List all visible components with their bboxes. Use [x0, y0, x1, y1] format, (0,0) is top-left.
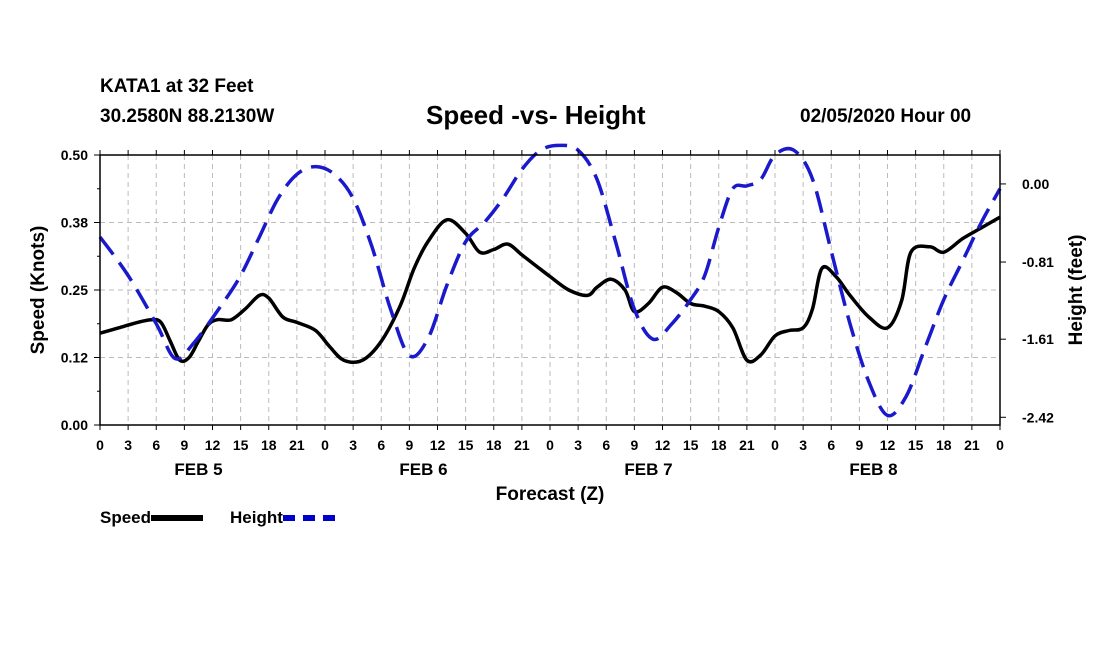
chart-title: Speed -vs- Height [426, 100, 646, 130]
day-label: FEB 6 [399, 460, 447, 479]
x-tick-label: 0 [771, 437, 779, 453]
station-coordinates: 30.2580N 88.2130W [100, 106, 275, 127]
series-lines [98, 143, 1002, 418]
x-tick-label: 21 [289, 437, 305, 453]
x-tick-label: 3 [574, 437, 582, 453]
x-tick-label: 0 [96, 437, 104, 453]
legend-height-label: Height [230, 508, 283, 527]
x-tick-label: 15 [683, 437, 699, 453]
x-tick-label: 3 [124, 437, 132, 453]
day-label: FEB 8 [849, 460, 897, 479]
x-tick-label: 18 [711, 437, 727, 453]
x-tick-label: 18 [261, 437, 277, 453]
x-tick-label: 0 [321, 437, 329, 453]
x-tick-label: 6 [377, 437, 385, 453]
legend-height: Height [230, 508, 335, 528]
x-tick-label: 9 [630, 437, 638, 453]
x-tick-label: 15 [233, 437, 249, 453]
right-tick-label: 0.00 [1022, 176, 1049, 192]
x-tick-label: 21 [964, 437, 980, 453]
right-tick-label: -0.81 [1022, 254, 1054, 270]
height-series-line [98, 143, 1002, 418]
day-label: FEB 7 [624, 460, 672, 479]
grid-lines [100, 155, 1000, 425]
forecast-timestamp: 02/05/2020 Hour 00 [800, 106, 972, 127]
x-tick-label: 12 [205, 437, 221, 453]
left-axis-label: Speed (Knots) [28, 226, 49, 355]
x-tick-label: 12 [880, 437, 896, 453]
day-label: FEB 5 [174, 460, 222, 479]
x-tick-label: 15 [908, 437, 924, 453]
x-tick-label: 12 [655, 437, 671, 453]
x-tick-label: 3 [349, 437, 357, 453]
x-tick-label: 12 [430, 437, 446, 453]
x-tick-label: 9 [855, 437, 863, 453]
x-tick-label: 21 [739, 437, 755, 453]
x-tick-label: 18 [486, 437, 502, 453]
left-tick-label: 0.38 [61, 215, 88, 231]
right-tick-label: -1.61 [1022, 331, 1054, 347]
speed-series-line [99, 215, 1001, 364]
x-tick-label: 6 [152, 437, 160, 453]
x-tick-label: 9 [405, 437, 413, 453]
x-tick-label: 9 [180, 437, 188, 453]
x-axis-label: Forecast (Z) [496, 484, 605, 505]
x-tick-label: 3 [799, 437, 807, 453]
legend-speed: Speed [100, 508, 204, 528]
x-tick-label: 18 [936, 437, 952, 453]
x-tick-label: 6 [602, 437, 610, 453]
left-tick-label: 0.00 [61, 417, 88, 433]
x-tick-label: 6 [827, 437, 835, 453]
x-tick-label: 21 [514, 437, 530, 453]
legend-speed-label: Speed [100, 508, 152, 527]
x-tick-label: 0 [546, 437, 554, 453]
legend-speed-swatch [151, 515, 204, 521]
legend-height-swatch [282, 515, 335, 521]
station-label: KATA1 at 32 Feet [100, 76, 254, 97]
left-tick-label: 0.25 [61, 282, 88, 298]
left-tick-label: 0.50 [61, 147, 88, 163]
right-axis-label: Height (feet) [1066, 235, 1087, 346]
x-tick-label: 15 [458, 437, 474, 453]
axes: 0 3 6 9 12 15 18 21 0 3 6 9 12 15 18 21 0 3 6 9 12 15 18 21 0 3 6 9… [61, 147, 1054, 479]
x-tick-label: 0 [996, 437, 1004, 453]
right-tick-label: -2.42 [1022, 409, 1054, 425]
left-tick-label: 0.12 [61, 350, 88, 366]
